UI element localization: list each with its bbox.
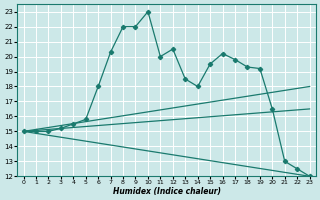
X-axis label: Humidex (Indice chaleur): Humidex (Indice chaleur) — [113, 187, 220, 196]
